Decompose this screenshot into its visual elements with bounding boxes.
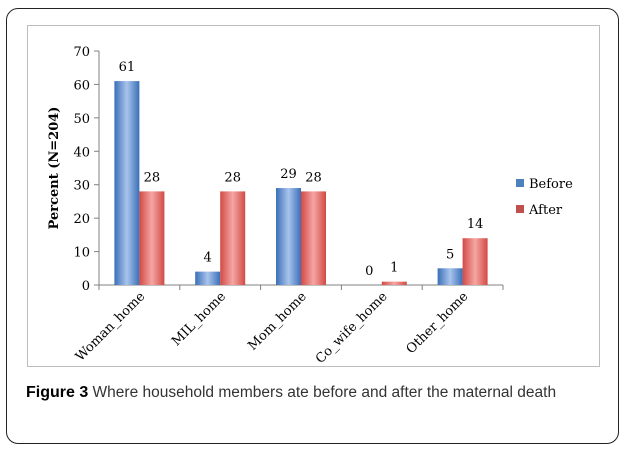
data-label-after: 1 [390, 261, 398, 276]
bar-after-woman_home [139, 191, 165, 285]
legend-label-before: Before [529, 177, 573, 192]
bar-after-other_home [462, 238, 488, 285]
bar-after-mom_home [301, 191, 326, 285]
x-tick-label: Co_wife_home [313, 289, 391, 366]
bar-before-woman_home [114, 81, 140, 285]
legend-swatch-before [516, 179, 524, 187]
data-label-after: 28 [224, 170, 241, 185]
x-tick-label: Other_home [404, 289, 472, 357]
data-label-after: 14 [467, 217, 484, 232]
bar-after-co_wife_home [381, 281, 407, 285]
bar-before-mil_home [195, 271, 221, 285]
y-tick-label: 40 [73, 145, 90, 160]
figure-caption: Figure 3 Where household members ate bef… [26, 382, 606, 404]
bar-before-other_home [437, 268, 463, 285]
data-label-before: 5 [446, 247, 454, 262]
y-tick-label: 0 [82, 279, 90, 294]
y-tick-label: 30 [73, 179, 90, 194]
x-tick-label: Woman_home [73, 289, 149, 365]
y-tick-label: 20 [73, 212, 90, 227]
chart-container: 0 10 20 30 40 50 60 70 Percent (N=204) 61 28 Woman… [27, 25, 600, 367]
data-label-after: 28 [305, 170, 322, 185]
data-label-before: 29 [280, 167, 297, 182]
y-tick-label: 60 [73, 78, 90, 93]
data-label-before: 4 [204, 251, 212, 266]
data-label-before: 0 [365, 264, 373, 279]
data-label-before: 61 [119, 60, 136, 75]
y-tick-label: 10 [73, 246, 90, 261]
x-tick-label: Mom_home [245, 289, 310, 354]
figure-label: Figure 3 [26, 384, 89, 401]
bar-before-mom_home [276, 188, 301, 285]
bar-after-mil_home [220, 191, 246, 285]
y-tick-label: 70 [73, 45, 90, 60]
legend-swatch-after [516, 205, 524, 213]
figure-caption-text: Where household members ate before and a… [88, 384, 557, 401]
data-label-after: 28 [144, 170, 161, 185]
y-tick-label: 50 [73, 112, 90, 127]
x-tick-label: MIL_home [169, 289, 229, 349]
legend-label-after: After [528, 203, 563, 218]
y-axis-title: Percent (N=204) [47, 107, 62, 230]
